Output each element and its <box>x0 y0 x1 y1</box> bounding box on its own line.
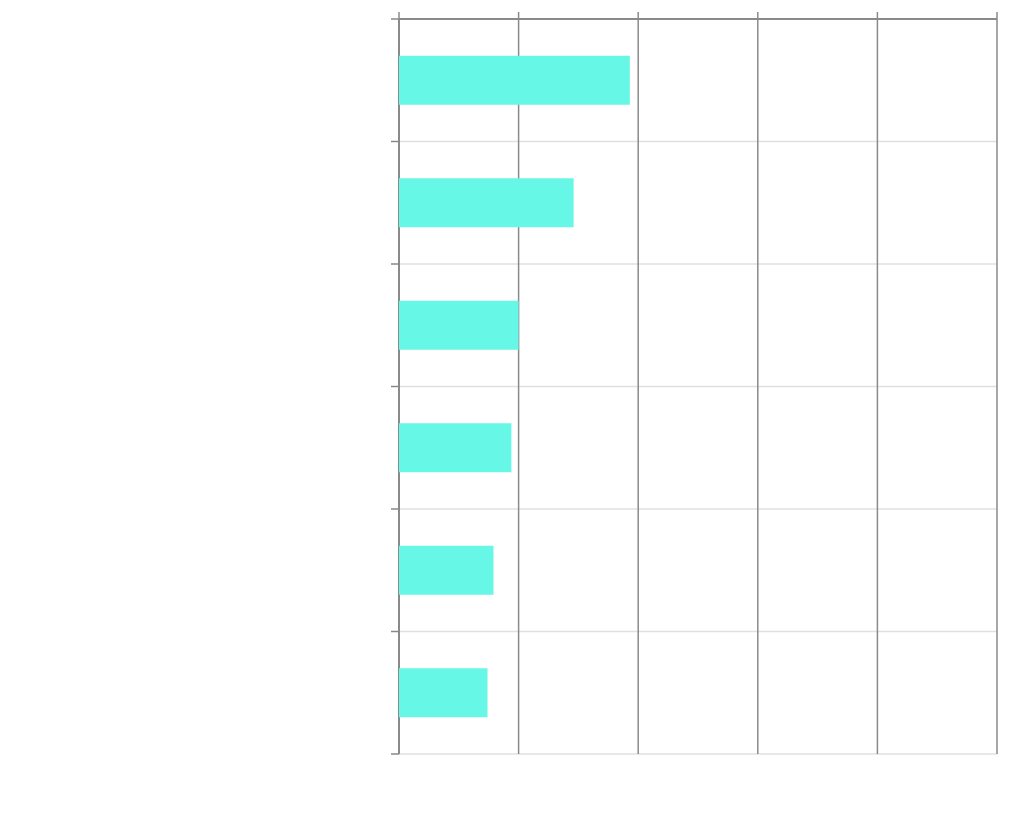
bar <box>399 423 512 473</box>
bar <box>399 300 519 350</box>
bar <box>399 178 574 228</box>
bar <box>399 545 494 595</box>
bar <box>399 55 630 105</box>
bar <box>399 668 488 718</box>
